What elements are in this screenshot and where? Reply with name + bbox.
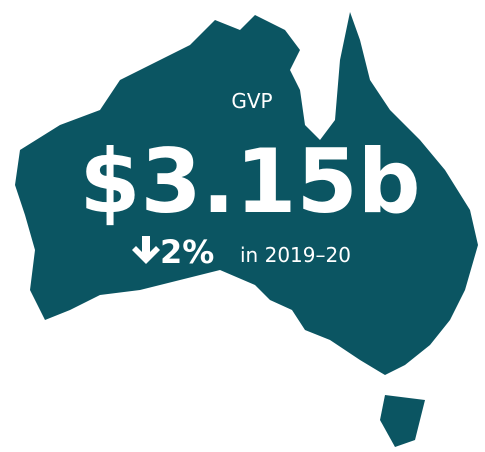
period-label: in 2019–20 [240,243,351,267]
down-arrow-icon [132,236,160,264]
metric-label: GVP [231,89,272,113]
australia-map [15,12,478,375]
change-value: 2% [160,233,214,271]
metric-value: $3.15b [79,130,420,233]
tasmania-map [380,395,425,447]
